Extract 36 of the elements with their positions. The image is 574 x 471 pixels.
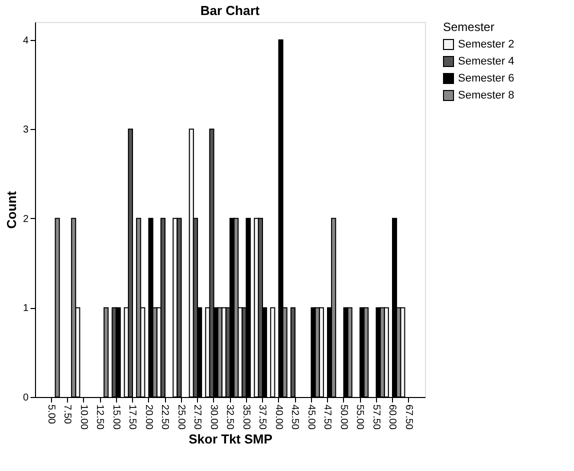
x-tick-label: 57.50 (370, 404, 382, 430)
x-tick-label: 60.00 (386, 404, 398, 430)
x-tick-label: 45.00 (305, 404, 316, 430)
y-axis-title: Count (4, 190, 19, 229)
x-tick-label: 12.50 (94, 404, 105, 430)
x-tick-label: 35.00 (240, 404, 252, 430)
x-tick-label: 40.00 (272, 404, 284, 430)
legend-label: Semester 4 (458, 56, 514, 68)
legend-label: Semester 2 (458, 38, 514, 50)
legend-label: Semester 6 (458, 72, 514, 84)
x-tick-label: 10.00 (78, 404, 89, 430)
y-tick-label: 2 (22, 214, 29, 225)
y-tick-label: 3 (22, 124, 29, 136)
legend-label: Semester 8 (458, 90, 514, 102)
x-tick-label: 50.00 (338, 404, 349, 430)
x-tick-label: 25.00 (175, 404, 186, 430)
x-tick-label: 55.00 (354, 404, 365, 430)
chart-title: Bar Chart (200, 3, 260, 18)
x-tick-label: 47.50 (322, 404, 332, 430)
x-tick-label: 30.00 (208, 404, 219, 430)
x-tick-label: 27.50 (192, 404, 202, 430)
x-tick-label: 17.50 (126, 404, 138, 430)
x-tick-label: 67.50 (402, 404, 414, 430)
x-tick-label: 15.00 (110, 404, 122, 430)
x-tick-label: 20.00 (142, 404, 154, 430)
x-tick-label: 5.00 (45, 404, 56, 424)
x-tick-label: 22.50 (159, 404, 170, 430)
y-tick-label: 4 (22, 35, 29, 46)
y-tick-label: 1 (22, 303, 29, 314)
legend-title: Semester (443, 20, 494, 34)
x-axis-title: Skor Tkt SMP (188, 432, 273, 447)
x-tick-label: 42.50 (289, 404, 300, 430)
x-tick-label: 7.50 (62, 404, 72, 424)
x-tick-label: 37.50 (256, 404, 268, 430)
x-tick-label: 32.50 (224, 404, 235, 430)
y-tick-label: 0 (22, 392, 29, 404)
